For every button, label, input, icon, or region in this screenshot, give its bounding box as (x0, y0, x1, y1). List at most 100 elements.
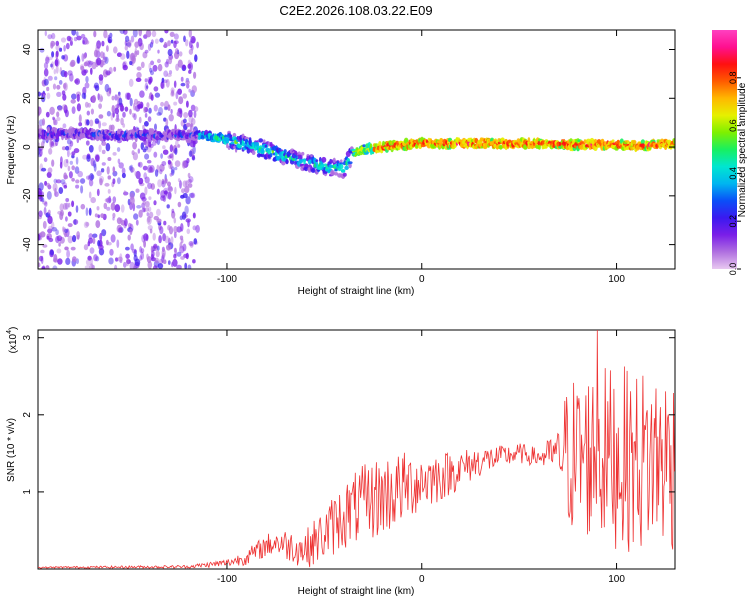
spectrogram-noise-blob (84, 101, 89, 108)
spectrogram-noise-blob (92, 233, 98, 238)
spectrogram-noise-blob (105, 70, 111, 76)
spectrogram-noise-blob (57, 105, 63, 111)
spectrogram-noise-blob (111, 105, 115, 114)
spectrogram-noise-blob (104, 182, 110, 187)
spectrogram-noise-blob (137, 103, 143, 109)
spectrogram-noise-blob (170, 109, 173, 114)
spectrogram-noise-blob (156, 218, 162, 224)
spectrogram-noise-blob (193, 106, 199, 112)
spectrogram-noise-blob (139, 255, 143, 261)
spectrogram-noise-blob (89, 247, 95, 254)
spectrogram-noise-blob (147, 215, 151, 223)
spectrogram-noise-blob (153, 86, 159, 92)
spectrogram-noise-blob (54, 187, 57, 197)
spectrogram-noise-blob (70, 246, 76, 251)
spectrogram-noise-blob (171, 152, 174, 161)
spectrogram-noise-blob (55, 40, 60, 47)
spectrogram-noise-blob (54, 58, 60, 67)
snr-y-tick-label: 1 (22, 489, 33, 495)
spectrogram-noise-blob (190, 192, 196, 199)
spectrogram-noise-blob (95, 85, 100, 92)
spectrogram-noise-blob (142, 124, 145, 130)
spectrogram-noise-blob (183, 35, 186, 43)
spectrogram-noise-blob (188, 241, 194, 246)
spectrogram-noise-blob (98, 244, 104, 251)
spectrogram-noise-blob (108, 257, 114, 265)
spectrogram-noise-blob (75, 179, 80, 184)
spectrogram-noise-blob (43, 68, 49, 77)
spectrogram-noise-blob (71, 93, 77, 100)
spectrogram-noise-blob (173, 101, 178, 106)
spectrogram-noise-blob (82, 154, 88, 160)
spectrogram-noise-blob (141, 207, 146, 213)
spectrogram-noise-blob (133, 213, 139, 220)
spectrogram-ridge-blob (255, 142, 260, 147)
spectrogram-noise-blob (38, 106, 42, 115)
spectrogram-noise-blob (50, 40, 56, 47)
spectrogram-noise-blob (38, 142, 41, 147)
spectrogram-noise-blob (144, 121, 149, 127)
spectrogram-noise-blob (63, 185, 68, 189)
spectrogram-noise-blob (101, 122, 107, 127)
spectrogram-noise-blob (109, 248, 114, 256)
spectrogram-noise-blob (43, 157, 48, 163)
spectrogram-noise-blob (169, 172, 173, 177)
spectrogram-noise-blob (83, 221, 89, 229)
spectrogram-noise-blob (47, 167, 53, 174)
spectrogram-noise-blob (166, 73, 172, 78)
spectrogram-noise-blob (67, 211, 72, 217)
chart-title: C2E2.2026.108.03.22.E09 (279, 3, 432, 18)
spectrogram-ridge-blob (260, 147, 265, 154)
spectrogram-ridge-blob (344, 165, 349, 170)
spectrogram-noise-blob (112, 212, 116, 219)
snr-axes: -100 0 100 1 2 3 (22, 330, 675, 585)
spectrogram-noise-blob (80, 65, 85, 71)
spectrogram-noise-blob (125, 253, 130, 259)
spectrogram-ridge-blob (362, 144, 366, 148)
spectrogram-noise-blob (94, 213, 98, 218)
spectrogram-noise-blob (160, 81, 166, 89)
spectrogram-noise-blob (184, 262, 188, 269)
spectrogram-noise-blob (175, 91, 179, 100)
spectrogram-noise-blob (156, 112, 162, 116)
snr-y-axis-label: SNR (10 * v/v) (6, 418, 17, 482)
spectrogram-noise-blob (107, 36, 113, 44)
spectrogram-noise-blob (168, 186, 173, 192)
spectrogram-noise-blob (162, 149, 169, 155)
spectrogram-noise-blob (90, 157, 95, 167)
spectrogram-noise-blob (148, 78, 152, 85)
spectrogram-noise-blob (54, 76, 58, 81)
spectrogram-noise-blob (158, 106, 163, 116)
spectrogram-noise-blob (118, 97, 123, 106)
spectrogram-noise-blob (95, 43, 101, 49)
spectrogram-noise-blob (185, 122, 191, 128)
spectrogram-noise-blob (86, 119, 90, 126)
spectrogram-noise-blob (188, 30, 192, 38)
spectrogram-noise-blob (41, 197, 45, 203)
spectrogram-noise-blob (65, 145, 70, 151)
spectrogram-noise-blob (140, 248, 145, 254)
spectrogram-noise-blob (63, 71, 68, 78)
spectrogram-noise-blob (67, 149, 70, 158)
spectrogram-noise-blob (167, 191, 172, 200)
spectrogram-noise-blob (114, 94, 118, 101)
spectrogram-noise-blob (187, 183, 193, 188)
spectrogram-noise-blob (124, 92, 130, 100)
spectrogram-noise-blob (45, 111, 50, 118)
spectrogram-noise-blob (112, 196, 117, 204)
spectrogram-ridge-blob (332, 157, 336, 163)
spectrogram-noise-blob (173, 40, 177, 49)
spectrogram-noise-blob (174, 147, 178, 155)
spectrogram-noise-blob (51, 221, 55, 230)
spectrogram-noise-blob (85, 76, 89, 83)
spectrogram-noise-blob (46, 92, 51, 100)
spectrogram-noise-blob (75, 156, 79, 165)
spectrogram-noise-blob (90, 67, 93, 75)
spectrogram-noise-blob (124, 218, 128, 227)
spectrogram-noise-blob (42, 93, 46, 98)
spectrogram-noise-blob (81, 92, 86, 99)
snr-series-line (38, 330, 675, 569)
spectrogram-noise-blob (51, 32, 56, 40)
spectrogram-noise-blob (170, 87, 175, 94)
